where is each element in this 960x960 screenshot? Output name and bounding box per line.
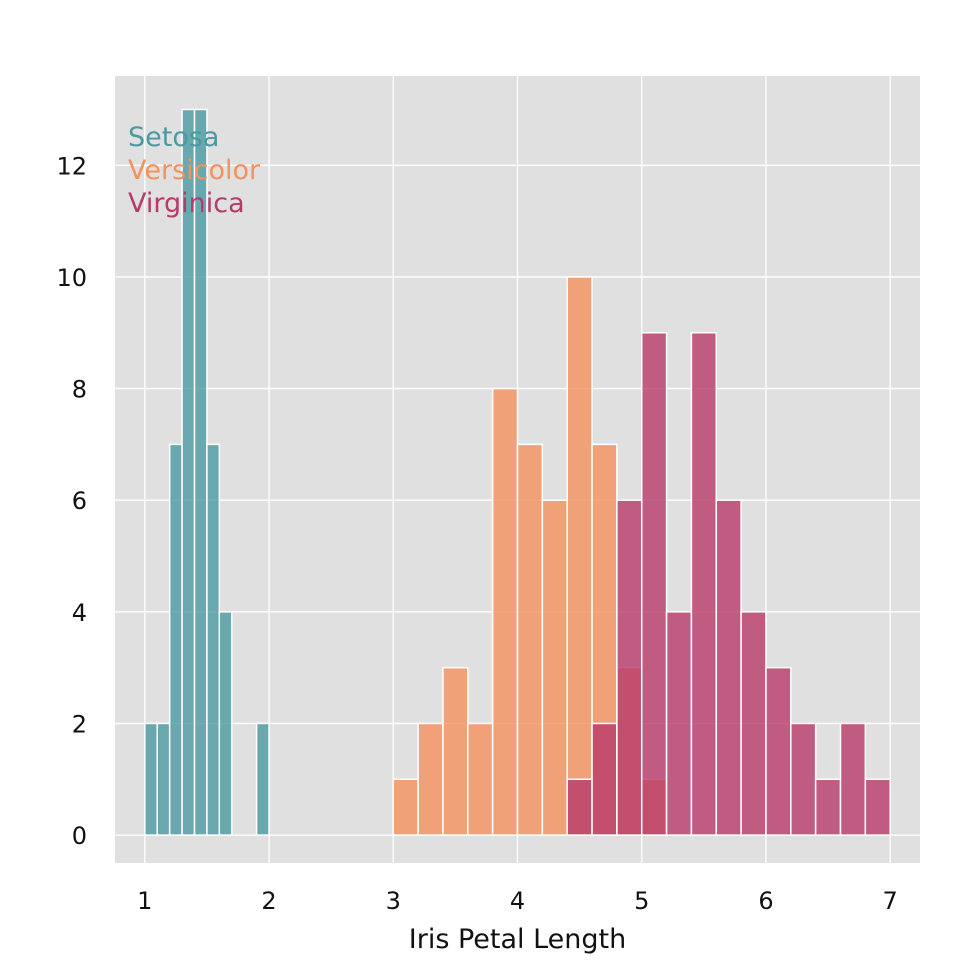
virginica-bar — [640, 332, 668, 836]
setosa-bar — [206, 443, 221, 836]
x-tick-label: 3 — [386, 887, 401, 915]
virginica-bar — [740, 611, 767, 836]
y-axis-ticks: 0 2 4 6 8 10 12 — [56, 152, 87, 850]
virginica-bar — [616, 499, 643, 836]
virginica-bar — [715, 499, 742, 836]
setosa-bar — [156, 722, 171, 836]
versicolor-bar — [491, 387, 519, 836]
x-axis-ticks: 1 2 3 4 5 6 7 — [137, 887, 898, 915]
x-tick-label: 2 — [261, 887, 276, 915]
setosa-bar — [168, 443, 183, 836]
y-tick-label: 2 — [72, 710, 87, 738]
y-tick-label: 0 — [72, 822, 87, 850]
x-tick-label: 4 — [510, 887, 525, 915]
y-tick-label: 8 — [72, 376, 87, 404]
x-tick-label: 6 — [758, 887, 773, 915]
virginica-bar — [814, 778, 842, 836]
virginica-bar — [864, 778, 891, 836]
y-tick-label: 6 — [72, 487, 87, 515]
virginica-bar — [765, 666, 792, 836]
bars-layer — [144, 108, 891, 836]
y-tick-label: 4 — [72, 599, 87, 627]
versicolor-bar — [467, 722, 494, 836]
setosa-bar — [144, 722, 158, 836]
legend-item-setosa: Setosa — [128, 122, 219, 153]
x-axis-title: Iris Petal Length — [409, 924, 627, 955]
setosa-bar — [255, 722, 270, 836]
virginica-bar — [690, 332, 718, 836]
virginica-bar — [591, 722, 618, 836]
virginica-bar — [665, 611, 693, 836]
virginica-bar — [566, 778, 593, 836]
versicolor-bar — [541, 499, 568, 836]
virginica-bar — [839, 722, 867, 836]
setosa-bar — [218, 611, 233, 836]
versicolor-bar — [566, 276, 593, 836]
x-tick-label: 1 — [137, 887, 152, 915]
legend-item-virginica: Virginica — [128, 188, 245, 219]
y-tick-label: 12 — [56, 152, 87, 180]
y-tick-label: 10 — [56, 264, 87, 292]
virginica-bar — [790, 722, 817, 836]
x-tick-label: 7 — [883, 887, 898, 915]
legend-item-versicolor: Versicolor — [128, 155, 261, 186]
versicolor-bar — [417, 722, 444, 836]
x-tick-label: 5 — [634, 887, 649, 915]
versicolor-bar — [516, 443, 544, 836]
versicolor-bar — [392, 778, 419, 836]
versicolor-bar — [442, 666, 469, 836]
